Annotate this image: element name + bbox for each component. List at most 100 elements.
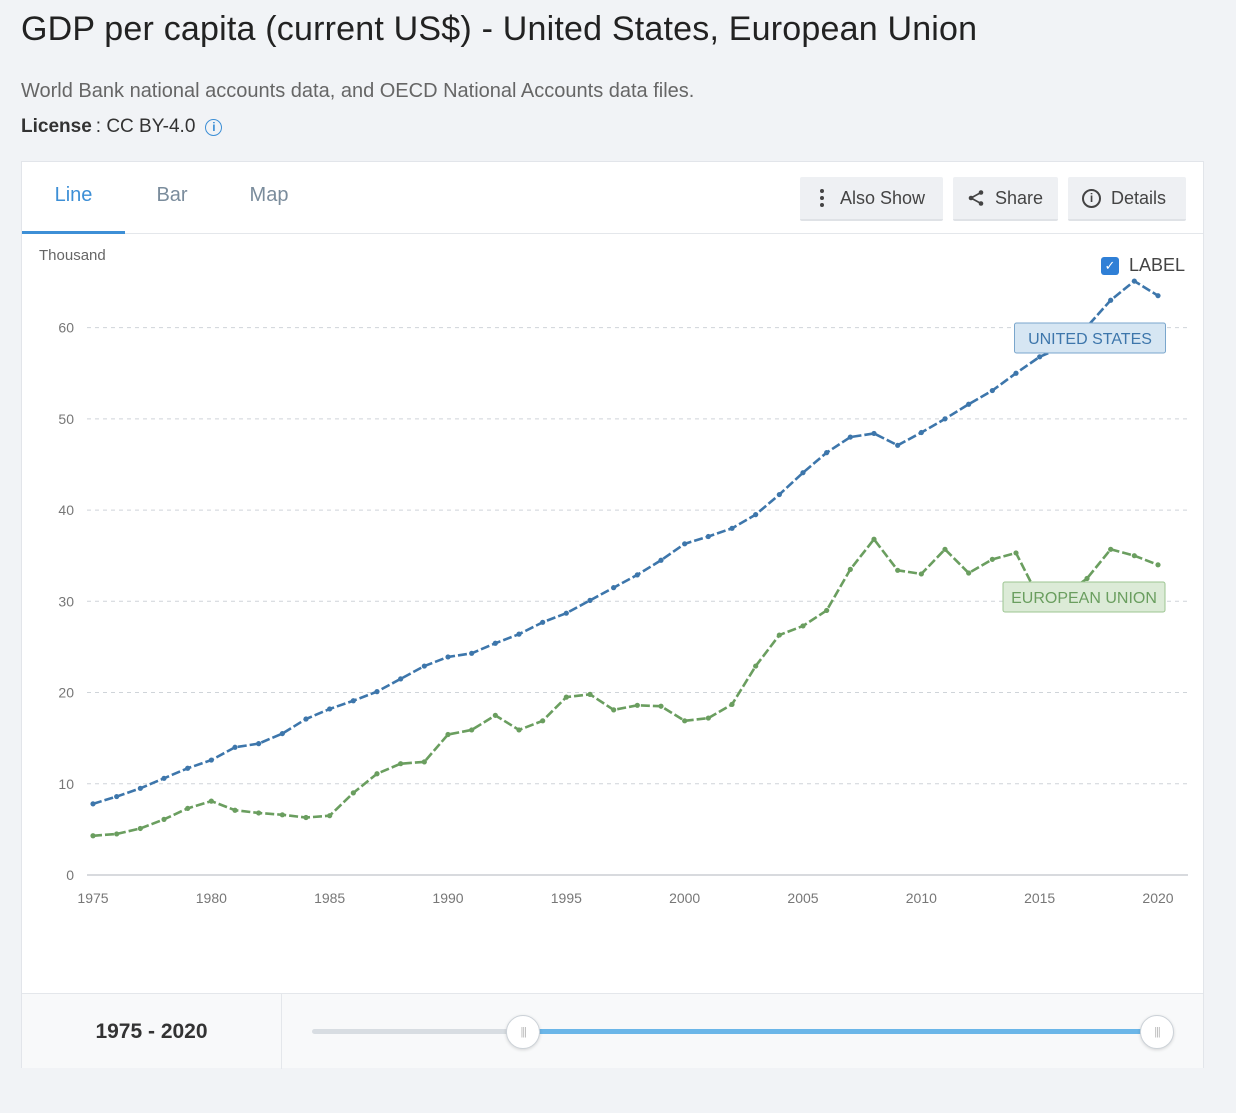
data-point [611,707,617,713]
data-point [232,807,238,813]
data-point [611,585,617,591]
x-tick-label: 2010 [906,890,937,906]
data-point [445,654,451,660]
also-show-label: Also Show [840,187,926,208]
y-tick-label: 50 [58,411,74,427]
x-tick-label: 2020 [1142,890,1173,906]
data-point [279,812,285,818]
data-point [185,805,191,812]
data-point [516,727,522,733]
x-tick-label: 1995 [551,890,582,906]
data-point [421,663,427,669]
data-point [705,715,711,721]
tab-line[interactable]: Line [22,162,125,234]
license: License : CC BY-4.0 i [21,116,223,138]
data-point [540,718,546,724]
share-button[interactable]: Share [953,177,1058,221]
data-point [942,546,948,552]
line-chart: 0 10 20 30 40 50 60 1975 1980 1985 1990 1995 2000 200… [58,278,1188,906]
source-note: World Bank national accounts data, and O… [21,80,695,102]
data-point [800,623,806,629]
data-point [90,833,96,839]
x-tick-label: 1975 [77,890,108,906]
license-value: CC BY-4.0 [106,116,196,137]
data-point [918,429,924,436]
data-point [1131,553,1137,559]
data-point [729,525,735,531]
data-point [563,694,569,700]
data-point [658,557,664,563]
info-icon[interactable]: i [205,118,223,136]
data-point [114,831,120,837]
share-label: Share [995,187,1044,208]
range-text: 1975 - 2020 [22,994,282,1069]
data-point [871,430,877,437]
data-point [753,512,759,518]
data-point [658,703,664,709]
data-point [492,712,498,718]
series-label-box [1002,581,1166,613]
data-point [800,470,806,476]
data-point [587,597,593,603]
x-tick-label: 1985 [314,890,345,906]
data-point [824,450,830,456]
data-point [634,572,640,578]
data-point [847,434,853,440]
data-point [847,566,853,572]
details-button[interactable]: i Details [1068,177,1186,221]
details-label: Details [1111,187,1167,208]
also-show-button[interactable]: Also Show [800,177,943,221]
data-point [776,632,782,638]
label-toggle-text: LABEL [1129,255,1186,275]
data-point [161,816,167,822]
data-point [208,798,214,804]
range-end-handle[interactable]: ||| [1140,1015,1174,1049]
label-toggle[interactable]: ✓ LABEL [1101,255,1185,276]
data-point [327,706,333,712]
data-point [516,631,522,637]
chart-card: Line Bar Map Also Show Share i Details T… [21,161,1204,1069]
data-point [918,571,924,577]
x-tick-label: 2000 [669,890,700,906]
data-point [1084,575,1090,582]
checkbox-checked-icon[interactable]: ✓ [1101,256,1119,275]
data-point [492,640,498,646]
series-label-box [1014,322,1166,354]
data-point [232,744,238,750]
y-tick-label: 10 [58,776,74,792]
data-point [966,570,972,576]
data-point [114,793,120,800]
data-point [824,607,830,614]
range-start-handle[interactable]: ||| [506,1015,541,1049]
page-title: GDP per capita (current US$) - United St… [21,10,978,48]
data-point [1155,293,1161,299]
data-point [90,801,96,807]
range-slider-fill [523,1029,1157,1034]
tab-map[interactable]: Map [249,184,289,206]
data-point [634,702,640,708]
data-point [421,759,427,765]
x-tick-label: 2015 [1024,890,1055,906]
info-circle-icon: i [1082,188,1101,208]
data-point [303,814,309,821]
data-point [1013,370,1019,376]
y-tick-label: 20 [58,685,74,701]
data-point [469,727,475,733]
series-line [92,537,1159,838]
data-point [682,718,688,724]
y-axis-unit: Thousand [39,247,106,264]
x-tick-label: 1990 [432,890,463,906]
data-point [989,556,995,562]
data-point [587,691,593,697]
y-tick-label: 30 [58,593,74,609]
data-point [1013,550,1019,556]
y-tick-label: 60 [58,320,74,336]
data-point [966,401,972,407]
x-tick-label: 2005 [787,890,818,906]
data-point [208,757,214,763]
tab-bar[interactable]: Bar [156,184,188,206]
license-separator: : [95,116,107,137]
data-point [1108,546,1114,552]
range-bar: 1975 - 2020 ||| ||| [22,993,1203,1069]
data-point [350,790,356,796]
